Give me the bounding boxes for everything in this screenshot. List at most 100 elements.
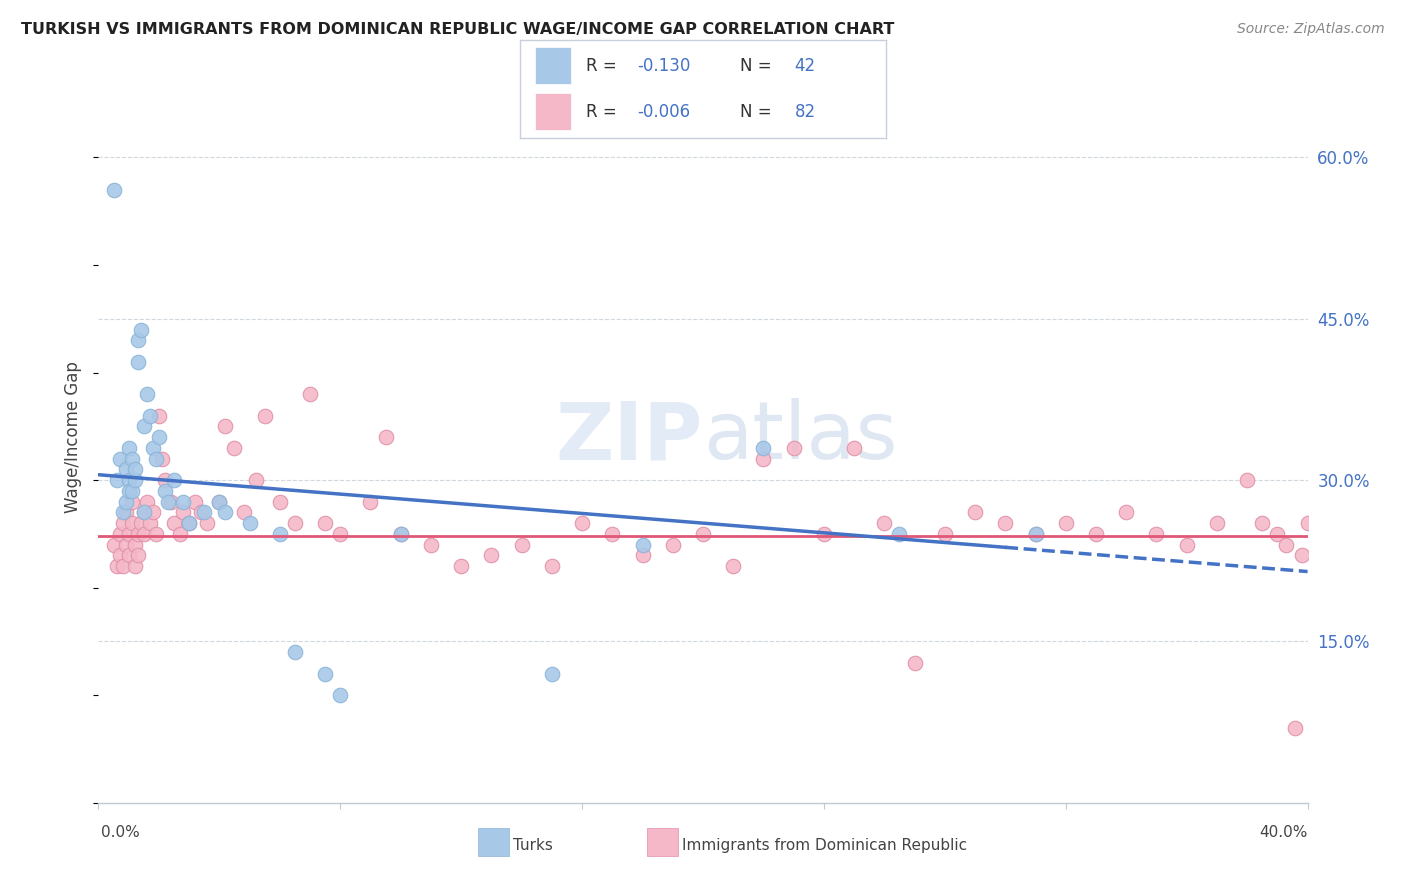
Point [253,409,276,423]
Text: R =: R = [586,103,621,120]
Point [284,516,307,530]
Point [723,559,745,574]
Text: N =: N = [740,57,776,75]
Point [994,516,1017,530]
Point [124,538,146,552]
Point [934,527,956,541]
Point [108,451,131,466]
Point [127,333,149,347]
Point [111,505,134,519]
Point [752,441,775,455]
Point [374,430,396,444]
Bar [534,47,571,85]
Point [118,483,141,498]
Point [1206,516,1229,530]
Point [121,451,143,466]
Point [121,494,143,508]
Point [214,419,236,434]
Point [127,527,149,541]
Point [571,516,593,530]
Point [156,494,179,508]
Point [103,538,125,552]
Point [127,355,149,369]
Point [145,451,167,466]
Point [214,505,236,519]
Point [108,549,131,563]
Point [163,516,186,530]
Point [224,441,246,455]
Point [172,494,194,508]
Point [540,559,562,574]
Point [190,505,212,519]
Point [124,462,146,476]
Text: -0.130: -0.130 [637,57,690,75]
Point [245,473,267,487]
Text: atlas: atlas [703,398,897,476]
Point [124,559,146,574]
Point [148,409,170,423]
Point [1054,516,1077,530]
Point [1284,721,1306,735]
Point [105,473,128,487]
Point [1251,516,1274,530]
Text: ZIP: ZIP [555,398,703,476]
Point [540,666,562,681]
Point [269,527,291,541]
Point [1275,538,1298,552]
Point [844,441,866,455]
Point [299,387,322,401]
Point [1024,527,1046,541]
Point [135,387,157,401]
Point [269,494,291,508]
Point [1296,516,1319,530]
Point [172,505,194,519]
Point [389,527,412,541]
Point [329,688,352,702]
Text: N =: N = [740,103,776,120]
Point [602,527,624,541]
Point [118,473,141,487]
Point [1236,473,1258,487]
Point [105,559,128,574]
Point [145,527,167,541]
Text: 42: 42 [794,57,815,75]
Point [208,494,231,508]
Point [114,462,136,476]
Point [783,441,806,455]
Point [150,451,173,466]
Text: Source: ZipAtlas.com: Source: ZipAtlas.com [1237,22,1385,37]
Point [139,516,162,530]
Point [127,549,149,563]
Point [108,527,131,541]
Point [1024,527,1046,541]
Point [153,483,176,498]
Point [111,516,134,530]
Text: 0.0%: 0.0% [101,825,141,840]
Point [481,549,503,563]
Point [889,527,911,541]
Point [132,527,155,541]
Text: R =: R = [586,57,621,75]
Point [114,505,136,519]
Point [420,538,443,552]
Point [114,494,136,508]
Point [662,538,685,552]
Point [142,441,165,455]
Point [813,527,835,541]
Point [179,516,201,530]
Point [389,527,412,541]
Point [239,516,262,530]
Point [1291,549,1313,563]
Point [752,451,775,466]
Point [195,516,218,530]
Text: Immigrants from Dominican Republic: Immigrants from Dominican Republic [682,838,967,853]
Point [284,645,307,659]
Point [450,559,472,574]
Point [132,419,155,434]
Point [510,538,533,552]
Point [184,494,207,508]
Point [142,505,165,519]
Y-axis label: Wage/Income Gap: Wage/Income Gap [65,361,83,513]
Point [111,559,134,574]
Point [873,516,896,530]
